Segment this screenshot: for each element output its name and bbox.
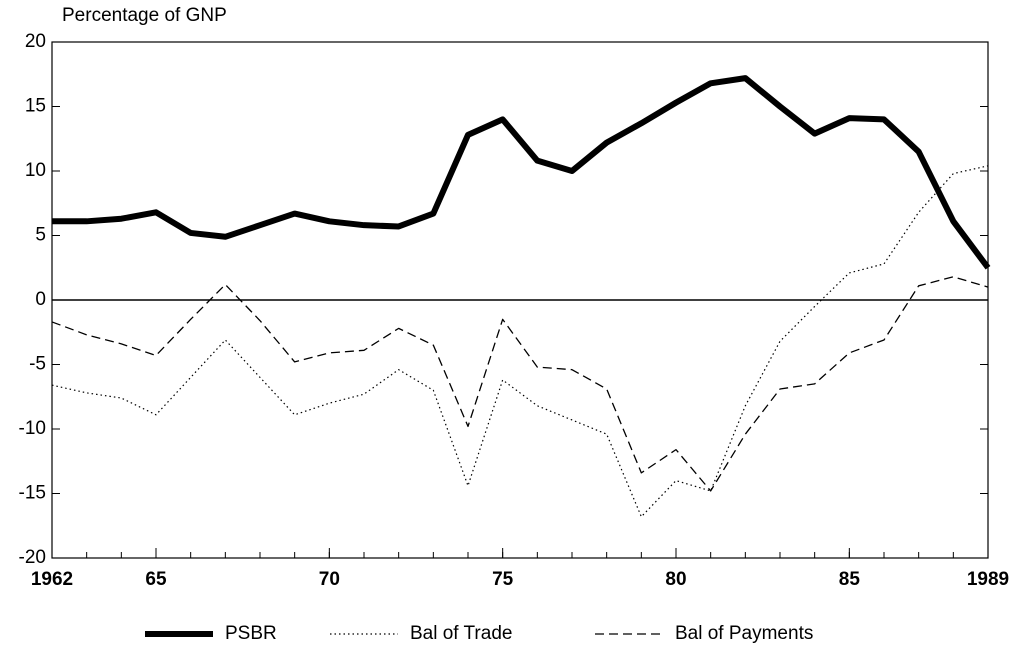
legend-label: Bal of Payments — [675, 623, 813, 644]
x-tick-label: 1989 — [967, 569, 1009, 590]
series-line — [51, 276, 989, 492]
y-tick-label: 0 — [35, 289, 46, 310]
legend-label: PSBR — [225, 623, 277, 644]
y-tick-label: -15 — [19, 483, 46, 504]
y-axis-label: Percentage of GNP — [62, 5, 227, 26]
y-tick-label: 15 — [25, 96, 46, 117]
x-tick-label: 1962 — [31, 569, 73, 590]
y-tick-label: 5 — [35, 225, 46, 246]
legend-label: Bal of Trade — [410, 623, 512, 644]
y-tick-label: 10 — [25, 160, 46, 181]
series-line — [52, 75, 991, 270]
x-tick-label: 70 — [319, 569, 340, 590]
y-tick-label: -20 — [19, 547, 46, 568]
x-tick-label: 85 — [839, 569, 861, 590]
x-tick-label: 75 — [492, 569, 514, 590]
series-line — [51, 165, 989, 518]
y-tick-label: -5 — [29, 354, 46, 375]
x-tick-label: 80 — [665, 569, 686, 590]
y-tick-label: 20 — [25, 31, 46, 52]
y-tick-label: -10 — [19, 418, 46, 439]
x-tick-label: 65 — [145, 569, 167, 590]
